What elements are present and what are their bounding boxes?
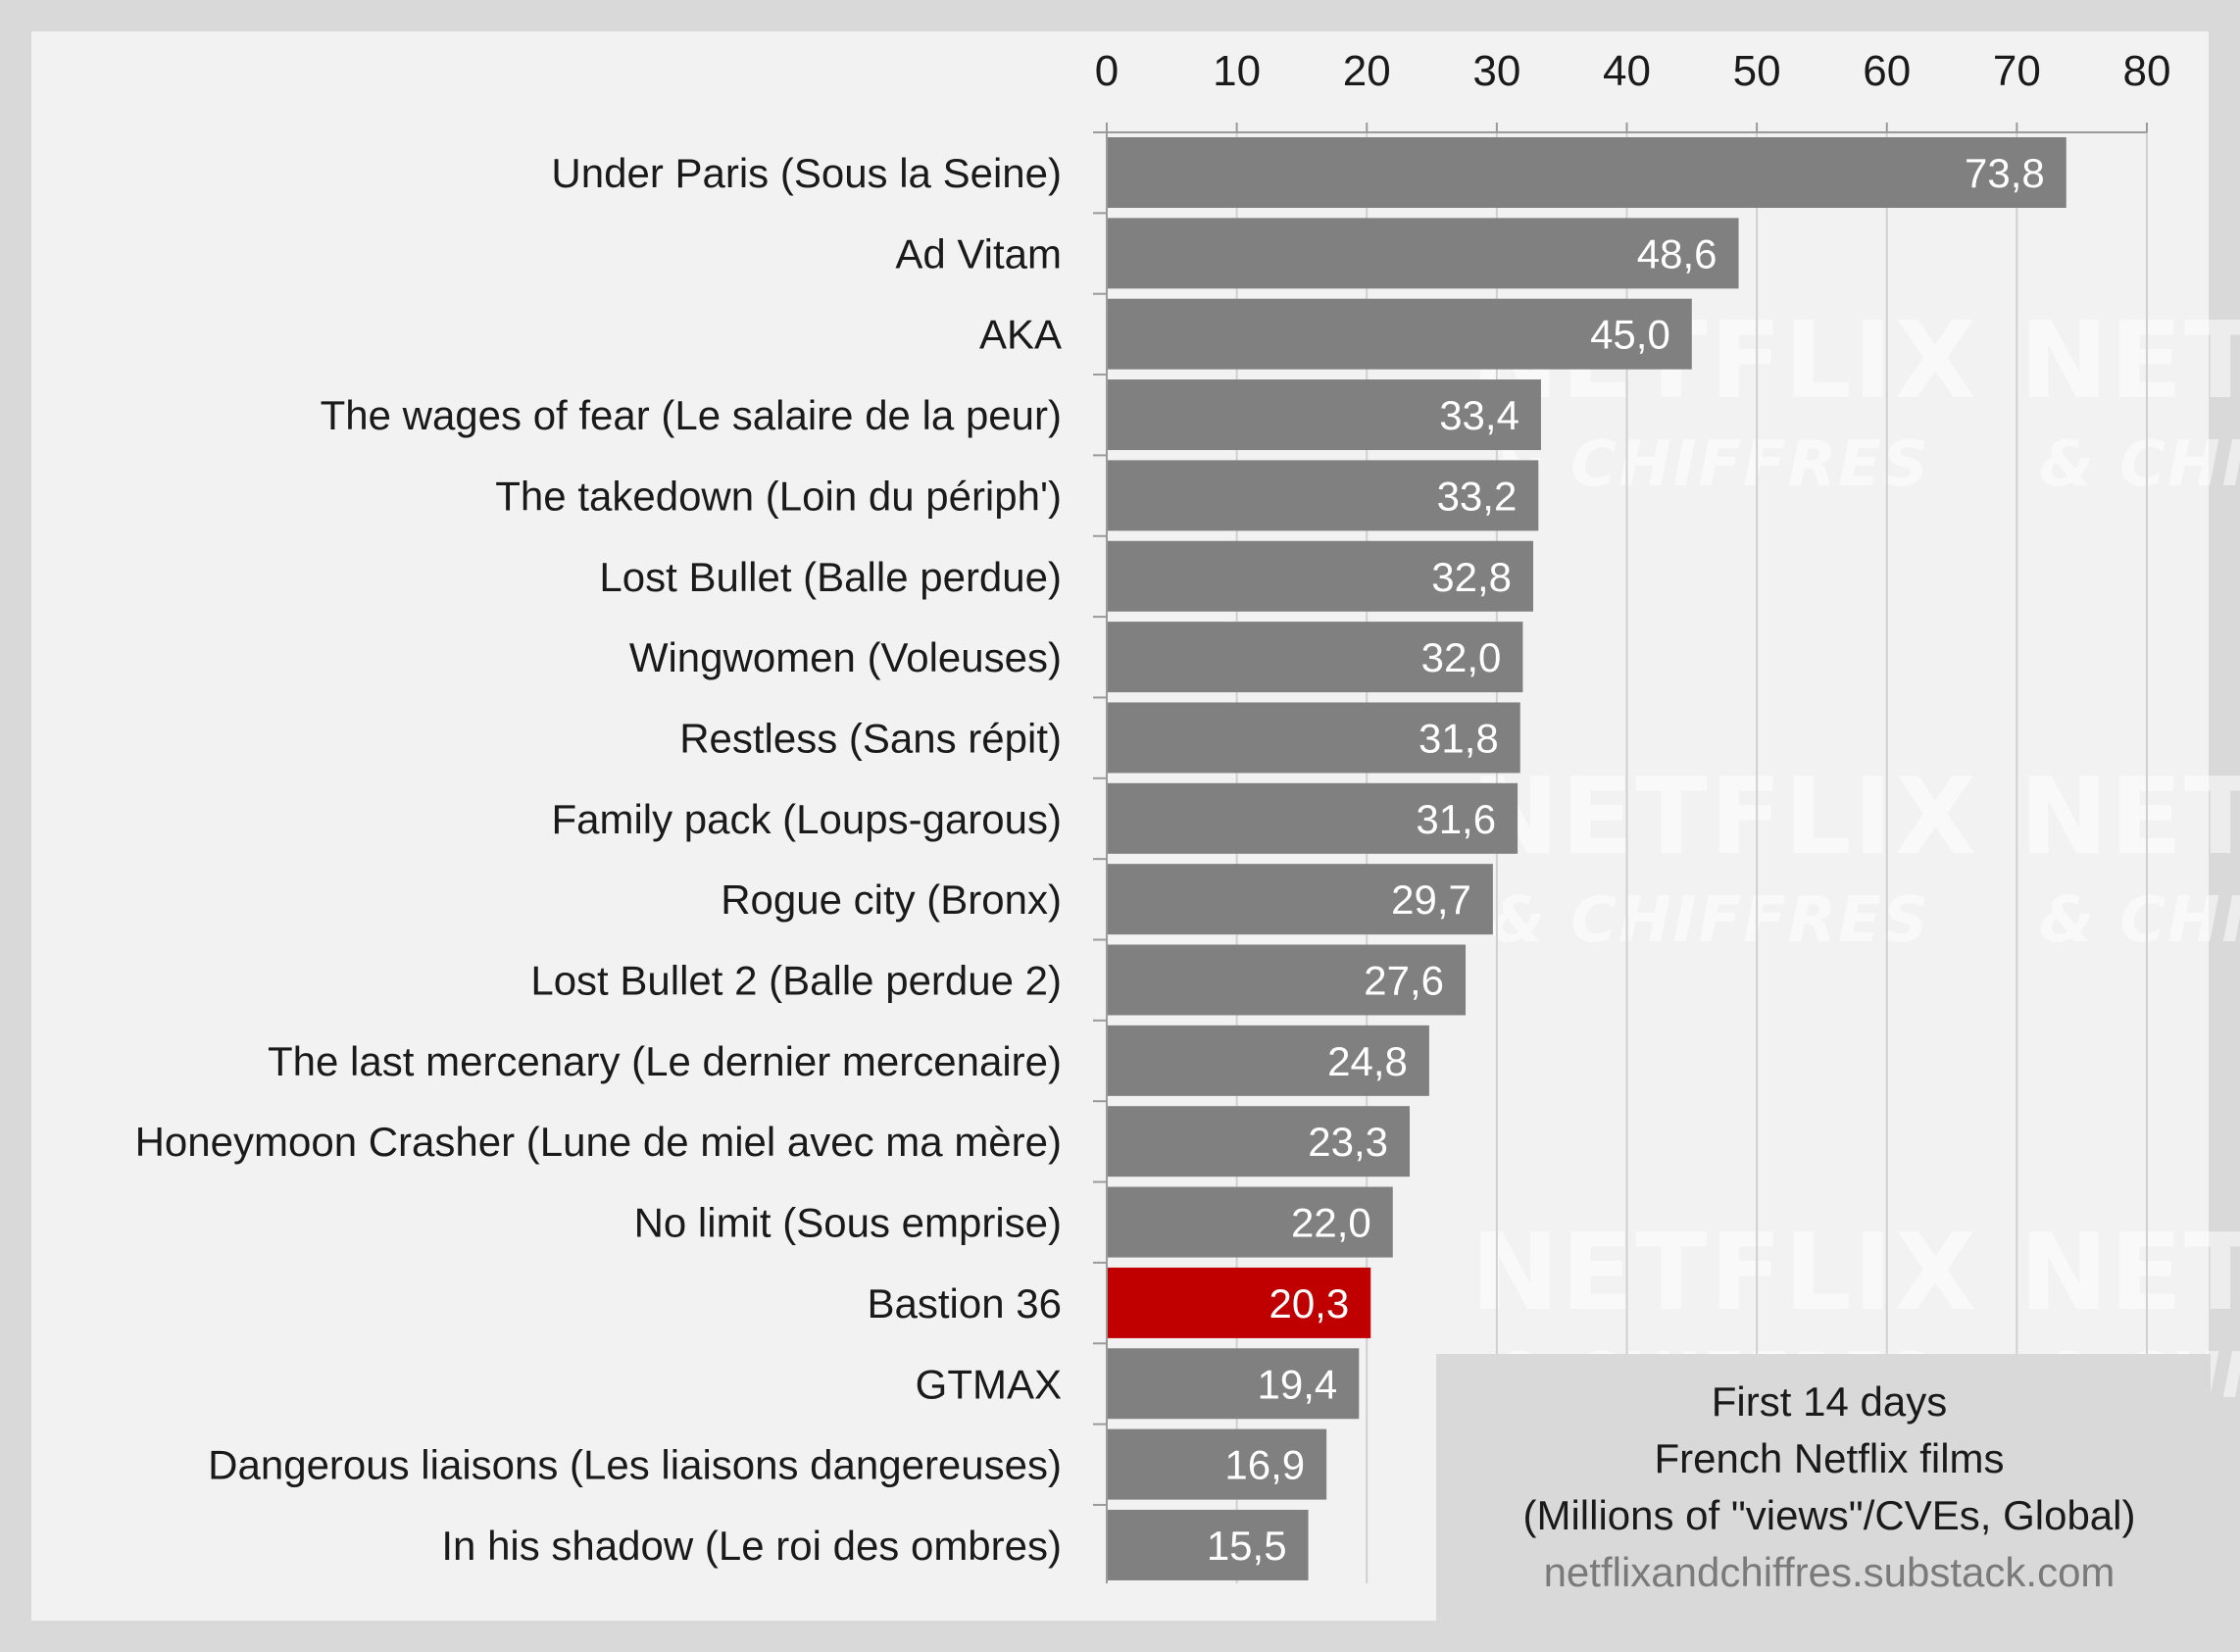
x-axis: 0 10 20 30 40 50 60 70 80 — [1093, 47, 2170, 1583]
category-label: Under Paris (Sous la Seine) — [551, 150, 1062, 196]
annotation-url: netflixandchiffres.substack.com — [1544, 1549, 2116, 1595]
bars: 73,8 48,6 45,0 33,4 33,2 32,8 32,0 31,8 31,6 29,7… — [1107, 137, 2066, 1580]
data-label: 27,6 — [1364, 958, 1444, 1004]
bar — [1107, 298, 1692, 370]
data-label: 33,2 — [1437, 473, 1518, 519]
category-label: Restless (Sans répit) — [679, 715, 1062, 761]
category-label: Lost Bullet (Balle perdue) — [599, 554, 1062, 600]
category-label: Ad Vitam — [895, 230, 1062, 276]
tick-label: 40 — [1603, 47, 1651, 95]
category-label: Family pack (Loups-garous) — [551, 796, 1062, 842]
data-label: 32,0 — [1421, 634, 1502, 680]
tick-label: 50 — [1733, 47, 1781, 95]
bar — [1107, 540, 1534, 612]
category-label: Rogue city (Bronx) — [721, 876, 1062, 923]
watermark: NETFLIX& CHIFFRESNETFLIX& CHIFFRESNETFLI… — [1470, 300, 2240, 1413]
tick-label: 60 — [1863, 47, 1911, 95]
data-label: 45,0 — [1590, 312, 1670, 358]
annotation-line-3: (Millions of "views"/CVEs, Global) — [1523, 1492, 2136, 1538]
bar — [1107, 622, 1523, 693]
data-label: 19,4 — [1258, 1361, 1338, 1407]
data-label: 23,3 — [1308, 1119, 1388, 1165]
category-label: In his shadow (Le roi des ombres) — [441, 1523, 1062, 1569]
data-label: 20,3 — [1269, 1280, 1349, 1327]
annotation-line-1: First 14 days — [1712, 1378, 1947, 1425]
bar — [1107, 864, 1493, 935]
annotation-line-2: French Netflix films — [1654, 1435, 2004, 1481]
category-label: GTMAX — [916, 1361, 1062, 1407]
gridlines — [1235, 132, 2148, 1583]
bar — [1107, 1348, 1360, 1420]
watermark-subword: & CHIFFRES — [1490, 428, 1930, 501]
watermark-word: NETFLIX — [2019, 756, 2240, 878]
watermark-word: NETFLIX — [2019, 1212, 2240, 1334]
bar — [1107, 782, 1518, 854]
tick-label: 30 — [1472, 47, 1520, 95]
category-labels: Under Paris (Sous la Seine) Ad Vitam AKA Th… — [135, 150, 1062, 1569]
category-label: No limit (Sous emprise) — [634, 1200, 1062, 1246]
watermark-subword: & CHIFFRES — [1490, 884, 1930, 957]
tick-label: 20 — [1343, 47, 1391, 95]
watermark-subword: & CHIFFRES — [2039, 884, 2240, 957]
watermark-word: NETFLIX — [1470, 1212, 1978, 1334]
watermark-subword: & CHIFFRES — [2039, 428, 2240, 501]
category-label: Honeymoon Crasher (Lune de miel avec ma … — [135, 1119, 1062, 1165]
category-label: Wingwomen (Voleuses) — [629, 634, 1062, 680]
bar — [1107, 1509, 1309, 1580]
data-label: 24,8 — [1327, 1038, 1408, 1084]
watermark-word: NETFLIX — [2019, 300, 2240, 423]
category-label: The wages of fear (Le salaire de la peur… — [321, 392, 1062, 438]
bar — [1107, 1025, 1429, 1096]
data-label: 16,9 — [1224, 1442, 1305, 1488]
watermark-word: NETFLIX — [1470, 756, 1978, 878]
bar — [1107, 1428, 1327, 1500]
category-label: Lost Bullet 2 (Balle perdue 2) — [530, 958, 1062, 1004]
category-label: The takedown (Loin du périph') — [495, 473, 1062, 519]
annotation-background — [1436, 1354, 2211, 1621]
category-label: The last mercenary (Le dernier mercenair… — [268, 1038, 1062, 1084]
tick-label: 70 — [1993, 47, 2041, 95]
data-label: 73,8 — [1965, 150, 2045, 196]
bar — [1107, 1106, 1411, 1177]
bar — [1107, 137, 2066, 208]
bar — [1107, 1186, 1393, 1258]
bar — [1107, 379, 1541, 451]
data-label: 15,5 — [1207, 1523, 1287, 1569]
bar — [1107, 944, 1467, 1016]
tick-label: 10 — [1213, 47, 1261, 95]
category-label: AKA — [979, 312, 1062, 358]
data-label: 22,0 — [1291, 1200, 1371, 1246]
data-label: 48,6 — [1637, 230, 1717, 276]
bar — [1107, 702, 1520, 774]
data-label: 31,8 — [1419, 715, 1499, 761]
bar — [1107, 460, 1539, 531]
category-label: Bastion 36 — [868, 1280, 1062, 1327]
tick-label: 0 — [1095, 47, 1119, 95]
data-label: 33,4 — [1439, 392, 1519, 438]
bar — [1107, 1267, 1371, 1338]
data-label: 29,7 — [1391, 876, 1471, 923]
data-label: 32,8 — [1431, 554, 1512, 600]
bar — [1107, 218, 1739, 289]
tick-label: 80 — [2123, 47, 2171, 95]
annotation-box: First 14 days French Netflix films (Mill… — [1436, 1354, 2211, 1621]
data-label: 31,6 — [1416, 796, 1496, 842]
category-label: Dangerous liaisons (Les liaisons dangere… — [208, 1442, 1062, 1488]
